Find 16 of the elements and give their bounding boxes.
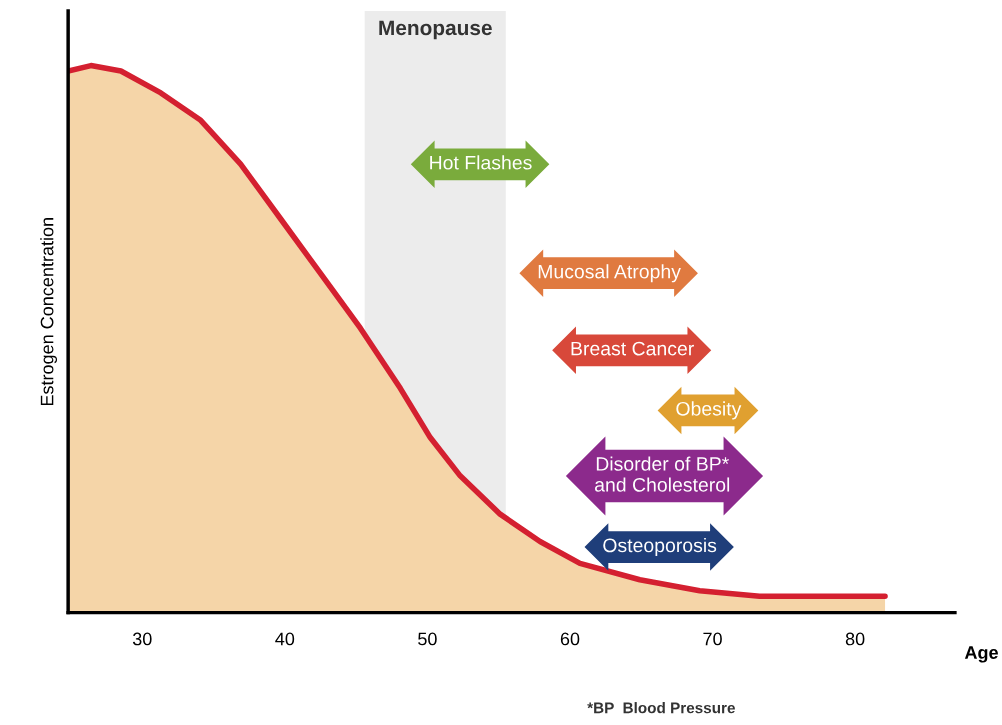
x-tick-label: 30 xyxy=(132,632,152,646)
x-tick-label: 50 xyxy=(418,632,437,646)
x-axis-title: Age xyxy=(964,646,998,663)
annotation: Mucosal Atrophy xyxy=(538,264,681,283)
annotation: Obesity xyxy=(676,401,742,420)
x-tick-label: 80 xyxy=(845,632,865,646)
annotation: Osteoporosis xyxy=(603,537,717,557)
x-tick-label: 70 xyxy=(703,632,722,646)
annotation: Hot Flashes xyxy=(430,155,532,170)
text: *BP Blood Pressure xyxy=(587,702,735,714)
annotation: Breast Cancer xyxy=(571,341,694,356)
annotation: Disorder of BP* and Cholesterol xyxy=(595,456,730,492)
y-axis-title: Estrogen Concentration xyxy=(40,218,58,406)
x-tick-label: 60 xyxy=(560,632,580,646)
band-label: Menopause xyxy=(379,20,492,40)
x-tick-label: 40 xyxy=(275,632,295,646)
